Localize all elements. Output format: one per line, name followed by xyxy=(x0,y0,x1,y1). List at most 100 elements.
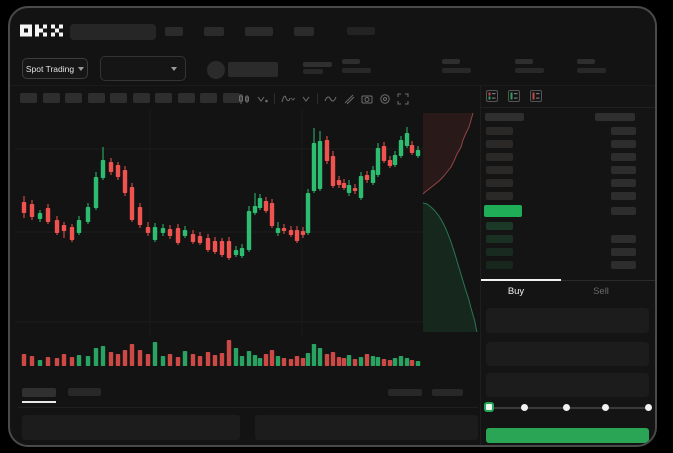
timeframe-button-placeholder[interactable] xyxy=(65,93,82,103)
ask-price-placeholder[interactable] xyxy=(486,153,513,161)
volume-bar xyxy=(76,355,82,366)
timeframe-button-placeholder[interactable] xyxy=(42,93,60,103)
topbar-right-placeholder[interactable] xyxy=(347,27,375,35)
stat-value-placeholder xyxy=(342,68,371,73)
volume-bar xyxy=(29,356,35,366)
volume-bar xyxy=(108,352,114,366)
candle-body xyxy=(100,160,106,178)
candle-body xyxy=(239,248,245,256)
bid-price-placeholder[interactable] xyxy=(486,222,513,230)
candle-body xyxy=(152,227,158,240)
ask-amount-placeholder xyxy=(611,179,636,187)
slider-stop-dot[interactable] xyxy=(521,404,528,411)
volume-bar xyxy=(364,354,370,366)
volume-bar xyxy=(93,348,99,366)
volume-bar xyxy=(375,357,381,366)
tab-sell[interactable]: Sell xyxy=(593,286,609,297)
tab-buy[interactable]: Buy xyxy=(507,286,525,297)
stat-label-placeholder xyxy=(442,59,460,64)
total-input-placeholder[interactable] xyxy=(486,373,649,397)
camera-icon[interactable] xyxy=(361,93,373,105)
amount-slider-track[interactable] xyxy=(489,407,651,409)
timeframe-button-placeholder[interactable] xyxy=(20,93,37,103)
price-line-placeholder xyxy=(303,62,332,67)
candle-body xyxy=(129,187,135,220)
candle-body xyxy=(175,228,181,243)
settings-icon[interactable] xyxy=(379,93,391,105)
bottom-tab-active[interactable] xyxy=(22,388,56,397)
candle-body xyxy=(21,202,27,213)
candle-body xyxy=(205,238,211,250)
fullscreen-icon[interactable] xyxy=(397,93,409,105)
buy-submit-button[interactable] xyxy=(486,428,649,443)
bid-price-placeholder[interactable] xyxy=(486,261,513,269)
ask-price-placeholder[interactable] xyxy=(486,140,513,148)
candle-body xyxy=(190,234,196,242)
slider-stop-dot[interactable] xyxy=(645,404,652,411)
stat-value-placeholder xyxy=(442,68,471,73)
bid-price-placeholder[interactable] xyxy=(486,235,513,243)
interval-dropdown-icon[interactable] xyxy=(256,93,268,105)
volume-bar xyxy=(275,356,281,366)
slider-stop-dot[interactable] xyxy=(563,404,570,411)
bottom-tab[interactable] xyxy=(68,388,101,396)
volume-bar xyxy=(69,357,75,366)
timeframe-button-placeholder[interactable] xyxy=(200,93,217,103)
timeframe-button-placeholder[interactable] xyxy=(177,93,195,103)
candle-body xyxy=(364,175,370,180)
amount-slider-handle[interactable] xyxy=(484,402,494,412)
tablet-frame: Spot Trading xyxy=(8,6,657,447)
indicators-icon[interactable] xyxy=(281,93,295,105)
bid-price-placeholder[interactable] xyxy=(486,248,513,256)
line-type-icon[interactable] xyxy=(324,93,337,105)
bottom-right-placeholder[interactable] xyxy=(432,389,463,396)
amount-input-placeholder[interactable] xyxy=(486,342,649,366)
search-input[interactable] xyxy=(70,24,156,40)
stat-value-placeholder xyxy=(515,68,544,73)
timeframe-button-placeholder[interactable] xyxy=(132,93,150,103)
nav-item-placeholder[interactable] xyxy=(204,27,224,36)
buy-tab-underline xyxy=(481,279,561,281)
ask-price-placeholder[interactable] xyxy=(486,192,513,200)
volume-bar xyxy=(263,354,269,366)
timeframe-button-placeholder[interactable] xyxy=(155,93,172,103)
orderbook-amount-placeholder xyxy=(611,207,636,215)
volume-bar xyxy=(381,359,387,366)
price-chart[interactable] xyxy=(15,108,480,370)
volume-bar xyxy=(205,352,211,366)
candles-style-icon[interactable] xyxy=(238,93,250,105)
orderbook-bids-icon[interactable] xyxy=(508,90,520,102)
candle-body xyxy=(29,204,35,217)
bottom-right-placeholder[interactable] xyxy=(388,389,422,396)
bid-amount-placeholder xyxy=(611,248,636,256)
candle-body xyxy=(76,220,82,233)
volume-bar xyxy=(61,354,67,366)
nav-item-placeholder[interactable] xyxy=(165,27,183,36)
trade-tabs-divider xyxy=(481,280,655,281)
nav-item-placeholder[interactable] xyxy=(245,27,273,36)
ask-price-placeholder[interactable] xyxy=(486,179,513,187)
candle-body xyxy=(233,250,239,255)
price-input-placeholder[interactable] xyxy=(486,308,649,333)
ask-price-placeholder[interactable] xyxy=(486,127,513,135)
timeframe-button-placeholder[interactable] xyxy=(110,93,127,103)
bottom-row-placeholder xyxy=(22,415,240,440)
candle-body xyxy=(61,225,67,231)
volume-bar xyxy=(288,359,294,366)
slider-stop-dot[interactable] xyxy=(602,404,609,411)
timeframe-button-placeholder[interactable] xyxy=(222,93,240,103)
candle-body xyxy=(37,213,43,219)
nav-item-placeholder[interactable] xyxy=(294,27,314,36)
volume-bar xyxy=(246,351,252,366)
ask-price-placeholder[interactable] xyxy=(486,166,513,174)
pair-selector-dropdown[interactable] xyxy=(100,56,186,81)
chevron-down-icon[interactable] xyxy=(301,93,311,105)
orderbook-asks-icon[interactable] xyxy=(530,90,542,102)
orderbook-both-icon[interactable] xyxy=(486,90,498,102)
volume-bar xyxy=(252,355,258,366)
stat-label-placeholder xyxy=(515,59,533,64)
draw-tool-icon[interactable] xyxy=(343,93,355,105)
volume-bar xyxy=(336,357,342,366)
timeframe-button-placeholder[interactable] xyxy=(87,93,105,103)
market-type-selector[interactable]: Spot Trading xyxy=(22,58,88,79)
